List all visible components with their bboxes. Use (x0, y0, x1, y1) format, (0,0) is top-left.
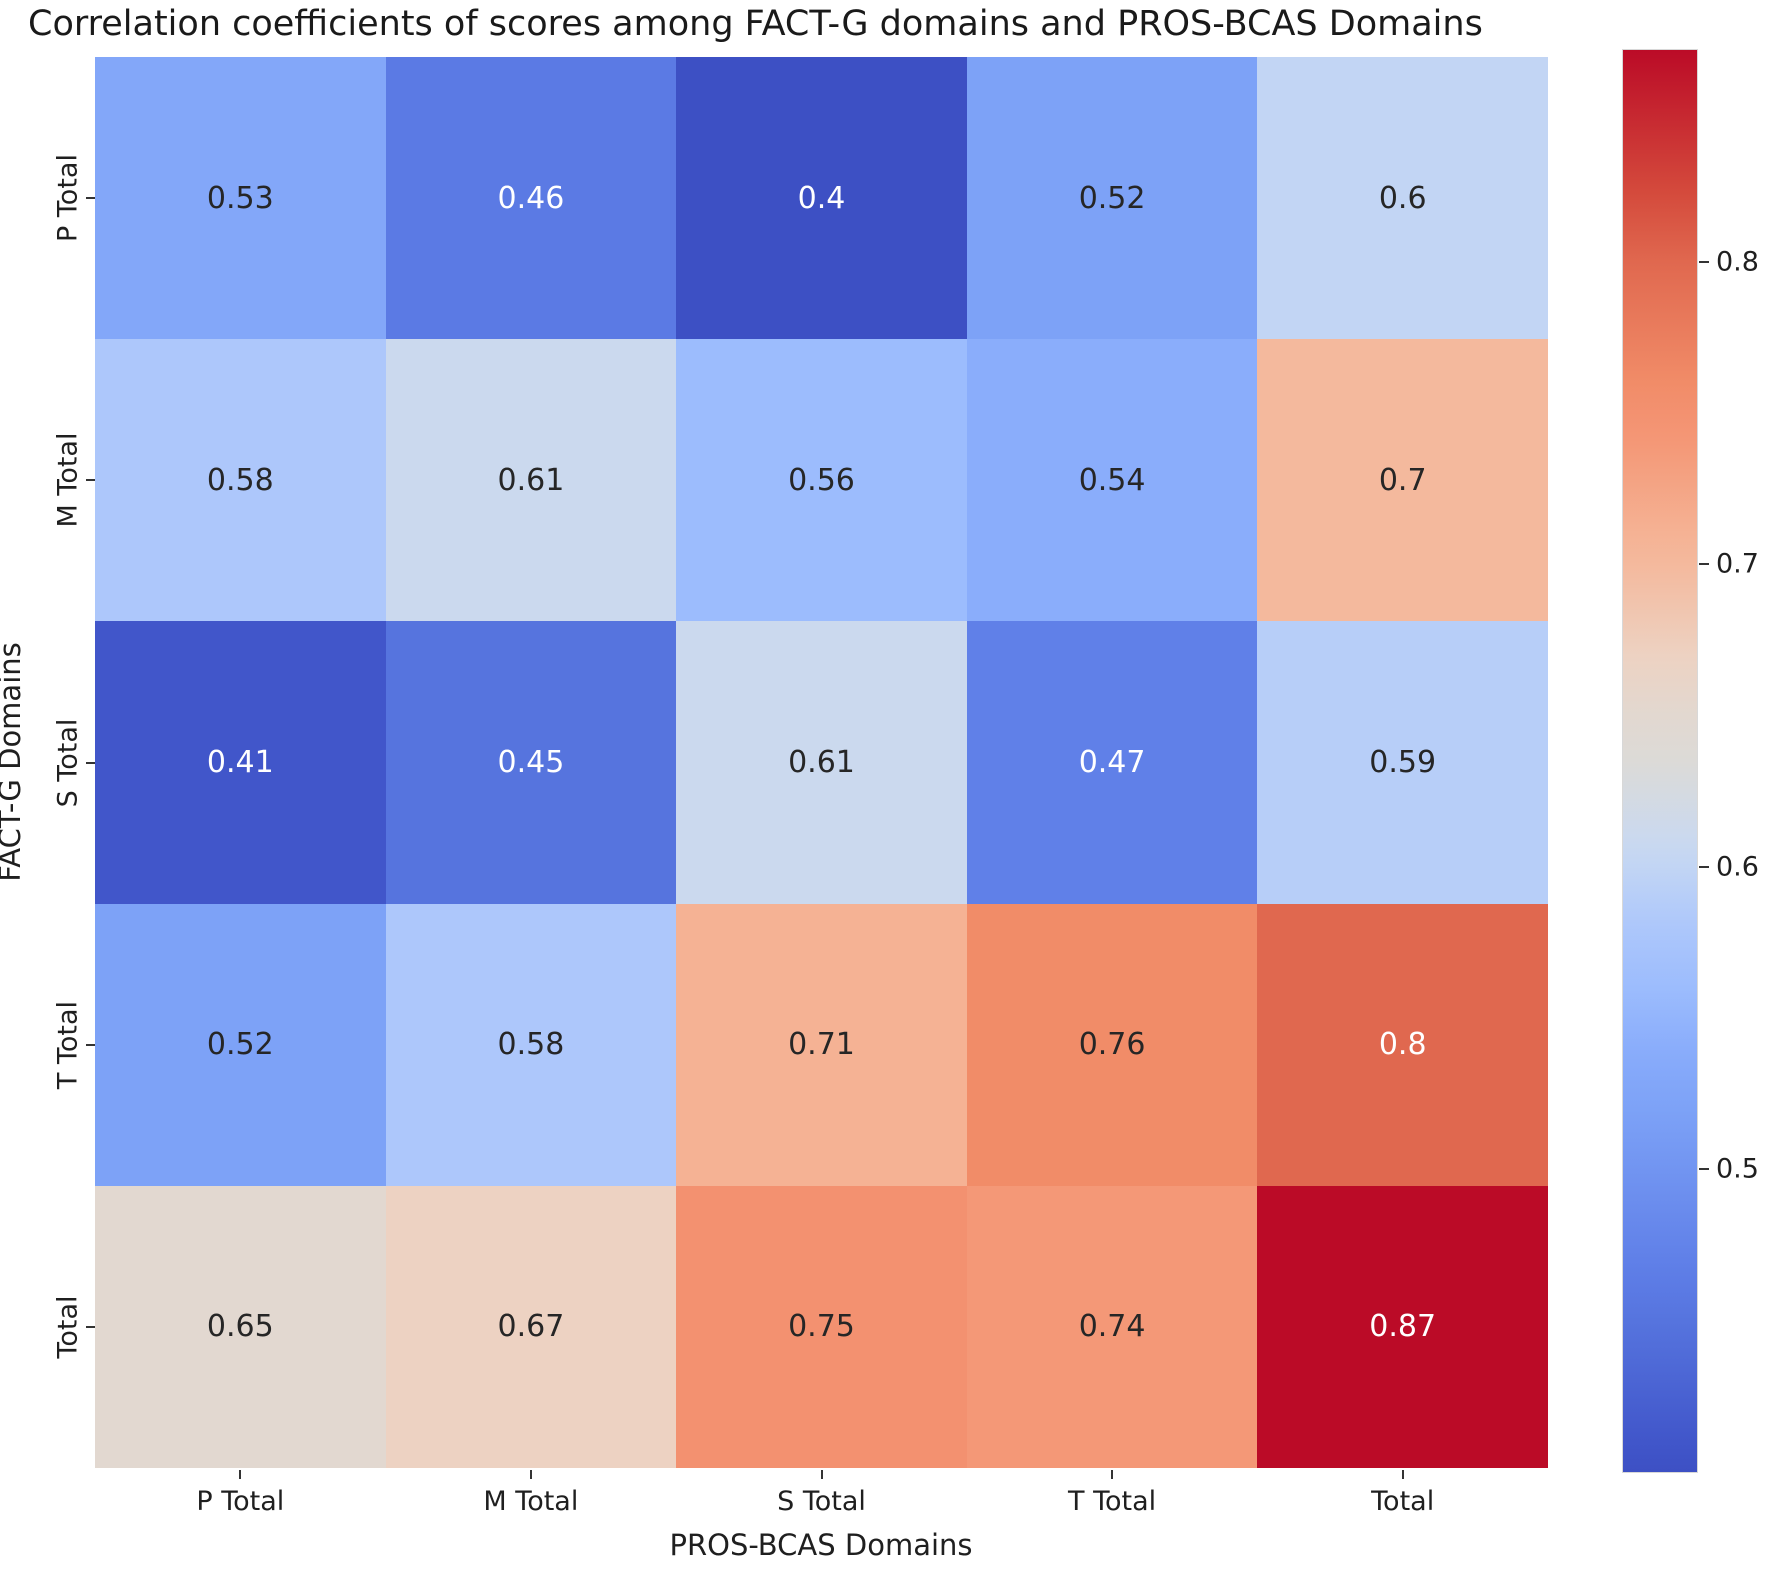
heatmap-cell-p-total-x-total: 0.6 (1257, 57, 1548, 340)
heatmap-cell-p-total-x-s-total: 0.4 (676, 57, 967, 340)
heatmap-cell-p-total-x-m-total: 0.46 (385, 57, 677, 340)
y-tick-label-p-total: P Total (52, 154, 84, 243)
x-tick-mark (239, 1470, 242, 1479)
heatmap-grid: 0.53 0.46 0.4 0.52 0.6 0.58 0.61 0.56 0.54 0.7 0.4… (95, 57, 1548, 1468)
heatmap-cell-s-total-x-t-total: 0.47 (966, 621, 1258, 904)
x-tick-mark (820, 1470, 823, 1479)
colorbar-tick-label-0.5: 0.5 (1716, 1153, 1759, 1185)
heatmap-cell-p-total-x-t-total: 0.52 (966, 57, 1258, 340)
heatmap-cell-total-x-t-total: 0.74 (966, 1185, 1258, 1468)
heatmap-cell-s-total-x-s-total: 0.61 (676, 621, 967, 904)
y-tick-mark (86, 761, 95, 764)
colorbar-tick-mark (1699, 865, 1709, 868)
colorbar-tick-label-0.8: 0.8 (1716, 246, 1759, 278)
heatmap-cell-t-total-x-t-total: 0.76 (966, 903, 1258, 1186)
y-tick-label-t-total: T Total (52, 1000, 84, 1089)
y-axis-title: FACT-G Domains (0, 642, 27, 882)
heatmap-cell-total-x-total: 0.87 (1257, 1185, 1548, 1468)
y-tick-mark (86, 197, 95, 200)
heatmap-cell-m-total-x-s-total: 0.56 (676, 339, 967, 622)
x-tick-label-s-total: S Total (777, 1486, 866, 1517)
plot-area: 0.53 0.46 0.4 0.52 0.6 0.58 0.61 0.56 0.54 0.7 0.4… (95, 57, 1548, 1468)
heatmap-cell-total-x-m-total: 0.67 (385, 1185, 677, 1468)
y-tick-label-s-total: S Total (52, 718, 84, 807)
colorbar (1622, 49, 1698, 1473)
heatmap-cell-t-total-x-total: 0.8 (1257, 903, 1548, 1186)
y-tick-label-m-total: M Total (52, 432, 84, 528)
chart-title: Correlation coefficients of scores among… (28, 4, 1483, 44)
heatmap-cell-p-total-x-p-total: 0.53 (95, 57, 386, 340)
colorbar-tick-mark (1699, 260, 1709, 263)
heatmap-cell-t-total-x-m-total: 0.58 (385, 903, 677, 1186)
x-tick-mark (529, 1470, 532, 1479)
x-axis-title: PROS-BCAS Domains (669, 1528, 973, 1562)
y-tick-mark (86, 1325, 95, 1328)
heatmap-cell-m-total-x-total: 0.7 (1257, 339, 1548, 622)
x-tick-label-t-total: T Total (1068, 1486, 1157, 1517)
x-tick-mark (1401, 1470, 1404, 1479)
heatmap-cell-t-total-x-p-total: 0.52 (95, 903, 386, 1186)
x-tick-mark (1111, 1470, 1114, 1479)
heatmap-cell-s-total-x-p-total: 0.41 (95, 621, 386, 904)
y-tick-mark (86, 479, 95, 482)
x-tick-label-p-total: P Total (196, 1486, 285, 1517)
x-tick-label-total: Total (1371, 1486, 1435, 1517)
heatmap-cell-total-x-p-total: 0.65 (95, 1185, 386, 1468)
heatmap-cell-m-total-x-p-total: 0.58 (95, 339, 386, 622)
y-tick-label-total: Total (52, 1295, 84, 1359)
heatmap-cell-t-total-x-s-total: 0.71 (676, 903, 967, 1186)
x-tick-label-m-total: M Total (483, 1486, 579, 1517)
heatmap-cell-m-total-x-m-total: 0.61 (385, 339, 677, 622)
heatmap-cell-total-x-s-total: 0.75 (676, 1185, 967, 1468)
heatmap-cell-m-total-x-t-total: 0.54 (966, 339, 1258, 622)
colorbar-tick-mark (1699, 563, 1709, 566)
colorbar-tick-label-0.6: 0.6 (1716, 851, 1759, 883)
heatmap-cell-s-total-x-m-total: 0.45 (385, 621, 677, 904)
heatmap-cell-s-total-x-total: 0.59 (1257, 621, 1548, 904)
colorbar-tick-mark (1699, 1168, 1709, 1171)
y-tick-mark (86, 1043, 95, 1046)
colorbar-tick-label-0.7: 0.7 (1716, 548, 1759, 580)
